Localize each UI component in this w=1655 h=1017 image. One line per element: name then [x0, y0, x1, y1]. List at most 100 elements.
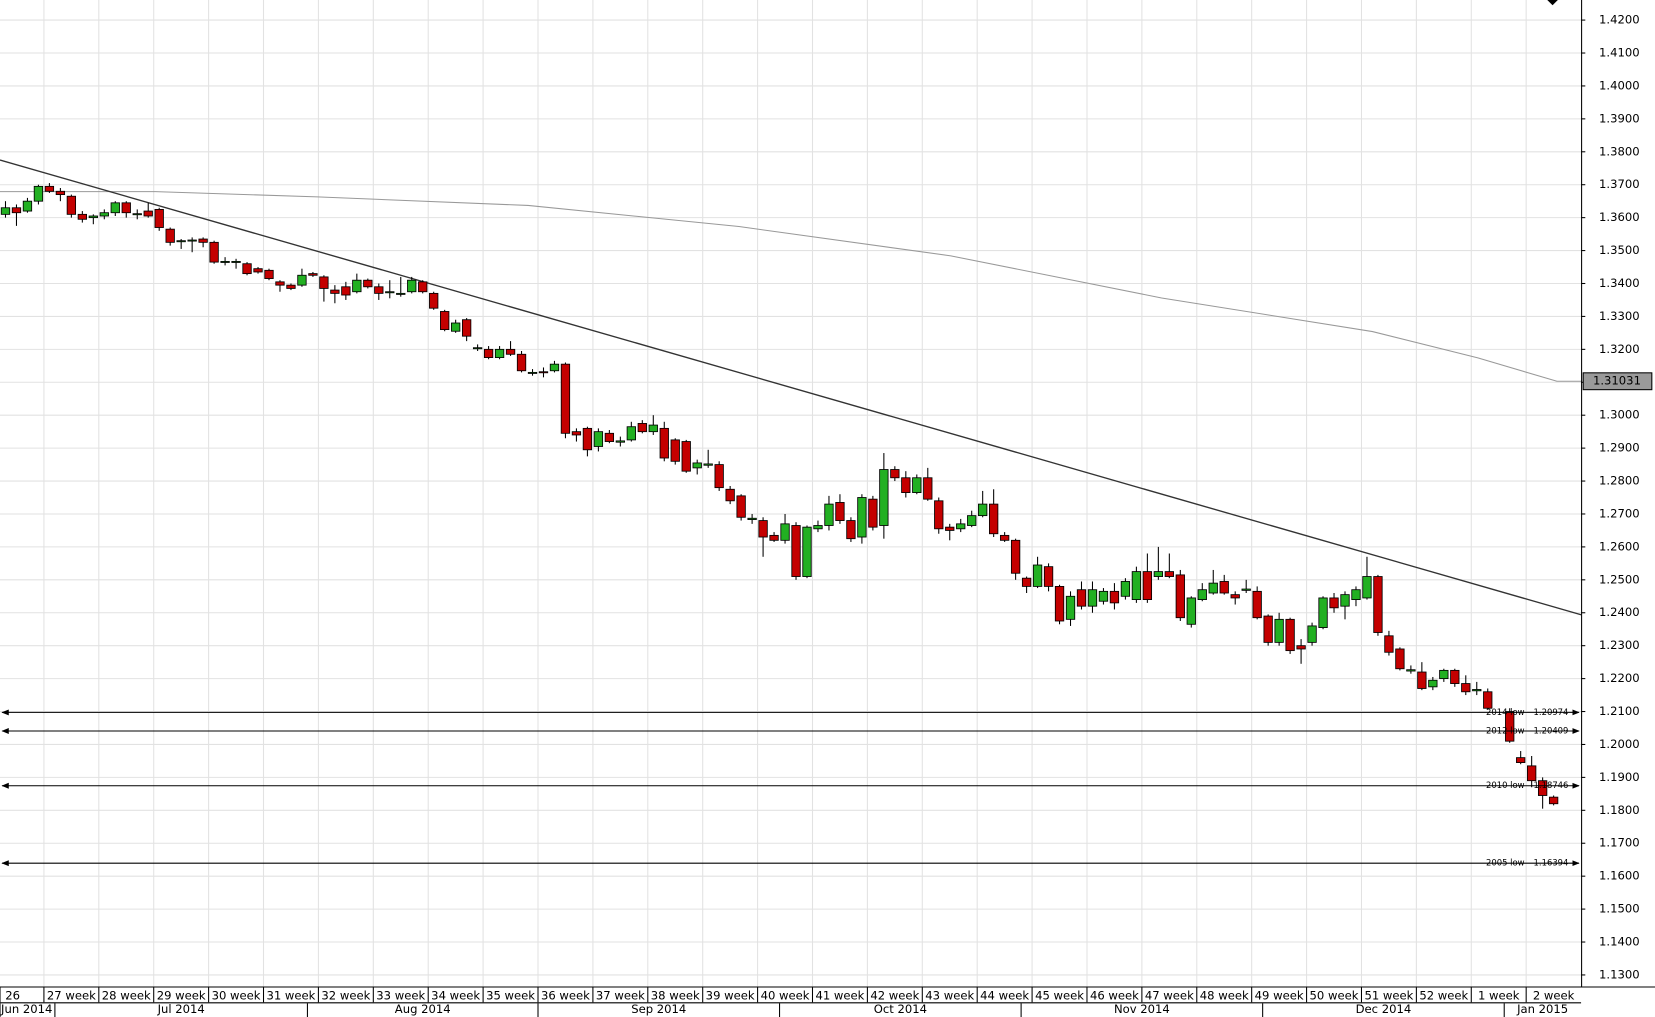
- candle-body: [582, 427, 593, 451]
- candle-body: [352, 279, 362, 293]
- candle-body: [1109, 590, 1120, 604]
- candle-body: [308, 273, 318, 276]
- month-label: Jan 2015: [1516, 1002, 1568, 1016]
- candle-body: [99, 212, 109, 217]
- candle-body: [791, 525, 801, 577]
- candle-body: [1076, 589, 1087, 607]
- month-label: Oct 2014: [874, 1002, 927, 1016]
- candle-body: [418, 281, 428, 293]
- candle-body: [1186, 597, 1196, 625]
- candle-body: [758, 520, 768, 538]
- y-tick-label: 1.1300: [1599, 967, 1640, 981]
- candle-body: [1307, 625, 1317, 643]
- level-name: 2005 low: [1486, 858, 1525, 868]
- x-tick-label: 27 week: [47, 988, 96, 1002]
- candle-body: [1164, 571, 1174, 577]
- candle-body: [1296, 645, 1306, 650]
- y-tick-label: 1.3600: [1599, 210, 1640, 224]
- candle-body: [494, 348, 505, 358]
- candle-body: [1087, 589, 1098, 607]
- x-tick-label: 42 week: [870, 988, 919, 1002]
- candle-body: [275, 281, 285, 286]
- candle-body: [1131, 571, 1142, 601]
- candle-body: [286, 284, 296, 289]
- x-tick-label: 38 week: [651, 988, 700, 1002]
- y-tick-label: 1.2400: [1599, 605, 1640, 619]
- candle-body: [297, 274, 307, 286]
- candle-body: [1142, 571, 1153, 601]
- candle-body: [1230, 594, 1240, 599]
- x-tick-label: 43 week: [925, 988, 974, 1002]
- x-tick-label: 28 week: [102, 988, 151, 1002]
- candle-body: [1010, 539, 1021, 574]
- level-value: 1.16394: [1534, 858, 1569, 868]
- candle-body: [670, 439, 680, 462]
- month-label: Jul 2014: [157, 1002, 205, 1016]
- candle-body: [1472, 689, 1482, 692]
- x-tick-label: 39 week: [706, 988, 755, 1002]
- candle-body: [77, 213, 87, 220]
- y-tick-label: 1.3500: [1599, 243, 1640, 257]
- candle-body: [483, 348, 494, 358]
- candle-body: [549, 363, 560, 372]
- candle-body: [1439, 669, 1449, 680]
- candle-body: [659, 427, 669, 459]
- candle-body: [769, 534, 779, 541]
- candle-body: [33, 185, 44, 202]
- candle-body: [1384, 635, 1394, 653]
- y-tick-label: 1.2000: [1599, 737, 1640, 751]
- candle-body: [934, 500, 944, 530]
- candle-body: [1021, 577, 1032, 587]
- x-tick-label: 37 week: [596, 988, 645, 1002]
- y-tick-label: 1.1400: [1599, 935, 1640, 949]
- candle-body: [220, 261, 230, 263]
- candle-body: [879, 469, 889, 526]
- x-tick-label: 29 week: [157, 988, 206, 1002]
- plot: 2014 low 1.20974 2012 low 1.20409 2010 low 1.…: [0, 159, 1582, 868]
- axes: 1.1300 1.1400 1.1500 1.1600 1.1700 1.1800 1.19…: [0, 13, 1653, 1017]
- level-name: 2014 low: [1486, 707, 1525, 717]
- candle-body: [637, 423, 647, 433]
- scroll-marker: [1547, 0, 1558, 6]
- x-tick-label: 31 week: [266, 988, 315, 1002]
- y-tick-label: 1.3200: [1599, 342, 1640, 356]
- last-value-label: 1.31031: [1593, 374, 1641, 388]
- candle-body: [1032, 564, 1043, 587]
- candle-body: [1461, 683, 1471, 693]
- y-tick-label: 1.2200: [1599, 671, 1640, 685]
- candle-body: [1285, 618, 1295, 652]
- candle-body: [747, 517, 757, 520]
- candle-body: [1098, 590, 1109, 602]
- candle-body: [374, 286, 384, 294]
- candle-body: [945, 526, 955, 531]
- candle-body: [165, 228, 175, 243]
- candle-body: [999, 534, 1010, 541]
- y-tick-label: 1.4200: [1599, 13, 1640, 27]
- candle-body: [1450, 669, 1460, 684]
- candle-body: [121, 202, 131, 214]
- y-tick-label: 1.2700: [1599, 506, 1640, 520]
- candle-body: [1548, 796, 1559, 805]
- y-tick-label: 1.2300: [1599, 638, 1640, 652]
- candle-body: [264, 269, 274, 279]
- candle-body: [1483, 691, 1493, 709]
- candle-body: [571, 431, 582, 436]
- last-value-box: [1582, 372, 1653, 391]
- candle-body: [253, 268, 263, 273]
- candle-body: [1362, 576, 1372, 599]
- y-tick-label: 1.3000: [1599, 408, 1640, 422]
- moving-average: [0, 191, 1582, 382]
- candle-body: [923, 477, 933, 500]
- y-tick-label: 1.1600: [1599, 869, 1640, 883]
- x-tick-label: 30 week: [212, 988, 261, 1002]
- candle-body: [231, 261, 241, 263]
- candle-body: [1241, 588, 1251, 591]
- candle-body: [1274, 618, 1284, 643]
- candle-body: [1263, 615, 1273, 643]
- x-tick-label: 47 week: [1145, 988, 1194, 1002]
- candle-body: [593, 431, 604, 447]
- candle-body: [1527, 765, 1537, 782]
- candle-body: [868, 498, 878, 528]
